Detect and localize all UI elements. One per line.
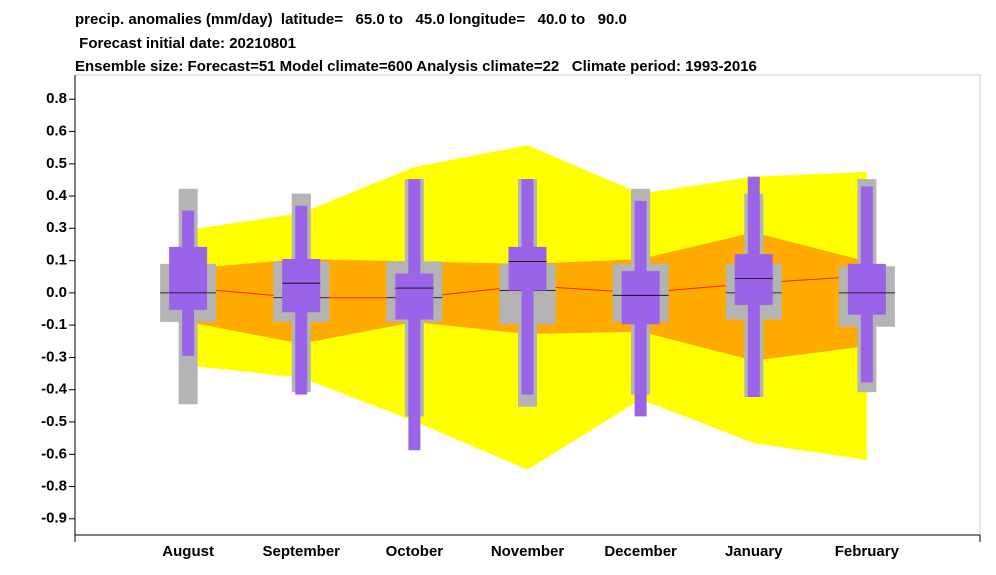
y-tick-label: 0.0 xyxy=(46,284,67,301)
x-tick-label: December xyxy=(604,543,677,560)
y-tick-label: -0.3 xyxy=(41,349,67,366)
x-tick-label: September xyxy=(262,543,340,560)
y-tick-label: -0.9 xyxy=(41,510,67,527)
box xyxy=(169,246,208,310)
box xyxy=(282,259,321,313)
x-tick-label: February xyxy=(835,543,900,560)
y-tick-label: -0.5 xyxy=(41,413,67,430)
chart-subtitle: Forecast initial date: 20210801 xyxy=(75,35,296,52)
y-tick-label: -0.1 xyxy=(41,316,67,333)
y-tick-label: -0.6 xyxy=(41,445,67,462)
box xyxy=(508,246,547,291)
y-tick-label: -0.4 xyxy=(41,381,68,398)
box xyxy=(734,254,773,305)
box xyxy=(847,263,886,315)
x-tick-label: October xyxy=(386,543,444,560)
y-tick-label: -0.8 xyxy=(41,478,67,495)
x-tick-label: January xyxy=(725,543,783,560)
x-tick-label: August xyxy=(162,543,214,560)
y-tick-label: 0.4 xyxy=(46,187,68,204)
box xyxy=(621,271,660,325)
y-tick-label: 0.6 xyxy=(46,122,67,139)
chart-subtitle: Ensemble size: Forecast=51 Model climate… xyxy=(75,58,757,75)
y-tick-label: 0.3 xyxy=(46,219,67,236)
y-tick-label: 0.5 xyxy=(46,155,67,172)
y-tick-label: 0.8 xyxy=(46,90,67,107)
y-tick-label: 0.1 xyxy=(46,252,67,269)
box xyxy=(395,273,434,320)
x-tick-label: November xyxy=(491,543,565,560)
chart-title: precip. anomalies (mm/day) latitude= 65.… xyxy=(75,11,627,28)
